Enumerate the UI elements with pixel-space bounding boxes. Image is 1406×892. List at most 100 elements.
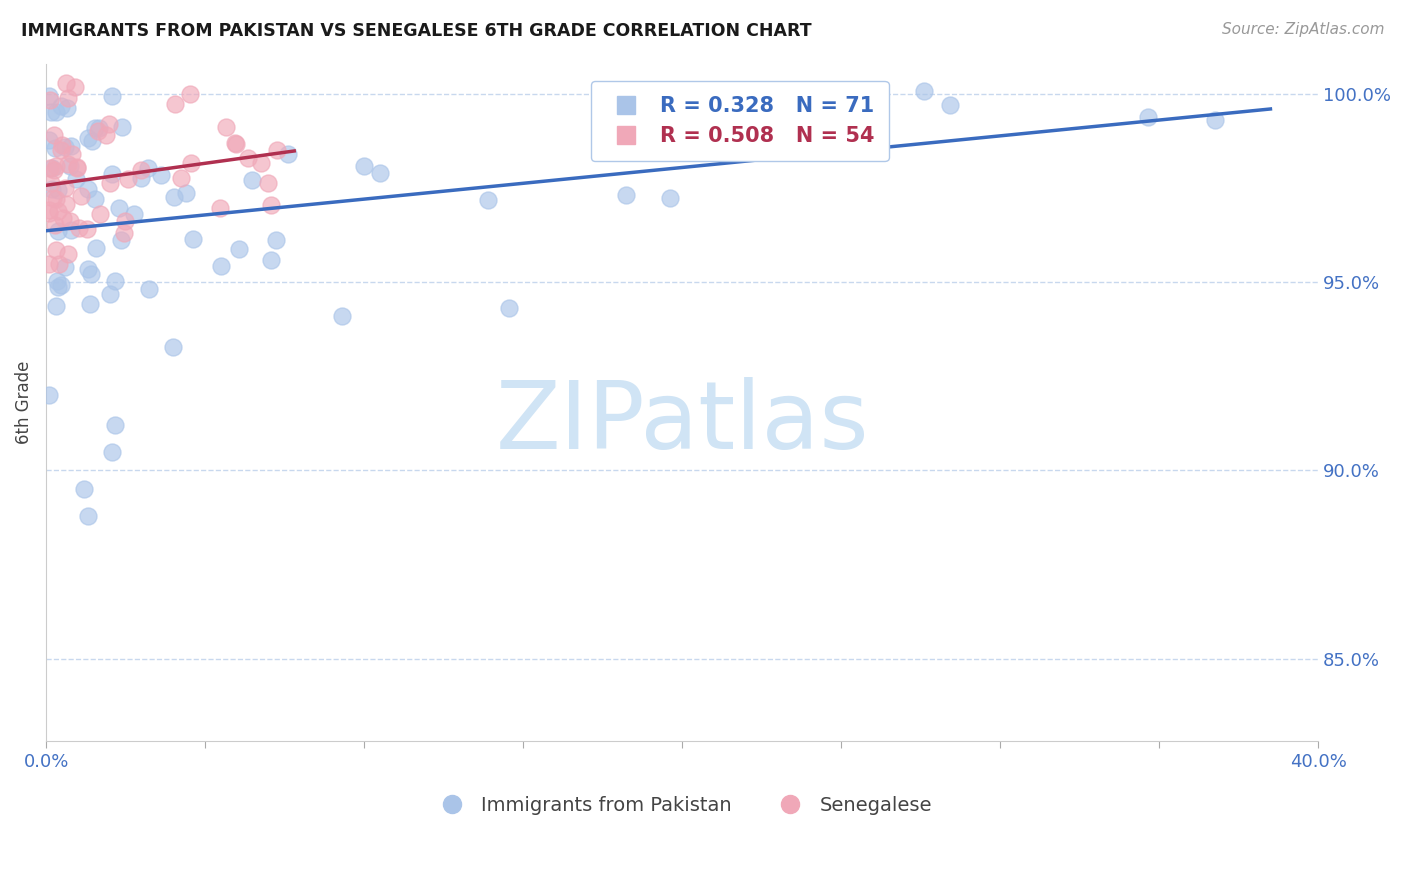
Point <box>114 214 136 228</box>
Point <box>44 128 66 142</box>
Point <box>249 156 271 170</box>
Point <box>180 155 202 169</box>
Point <box>215 120 238 135</box>
Point <box>104 274 127 288</box>
Point <box>66 161 89 175</box>
Point <box>39 177 62 191</box>
Point <box>60 222 83 236</box>
Point <box>104 418 127 433</box>
Point <box>97 117 120 131</box>
Point <box>170 171 193 186</box>
Point <box>39 105 62 120</box>
Point <box>110 233 132 247</box>
Point <box>163 190 186 204</box>
Point <box>129 171 152 186</box>
Point <box>53 260 76 275</box>
Point <box>84 241 107 255</box>
Point <box>94 128 117 142</box>
Point <box>53 140 76 154</box>
Point <box>77 262 100 277</box>
Point <box>45 243 67 257</box>
Point <box>41 181 63 195</box>
Point <box>79 297 101 311</box>
Point <box>84 192 107 206</box>
Point <box>76 131 98 145</box>
Point <box>83 120 105 135</box>
Point <box>260 198 283 212</box>
Point <box>658 191 681 205</box>
Point <box>266 143 288 157</box>
Point <box>58 156 80 170</box>
Point <box>277 146 299 161</box>
Point <box>330 309 353 323</box>
Point <box>209 259 232 273</box>
Point <box>101 88 124 103</box>
Point <box>44 218 66 232</box>
Point <box>59 213 82 227</box>
Point <box>131 162 153 177</box>
Point <box>77 181 100 195</box>
Point <box>108 202 131 216</box>
Point <box>111 120 134 135</box>
Point <box>664 90 686 104</box>
Point <box>224 136 246 150</box>
Point <box>56 101 79 115</box>
Point <box>477 193 499 207</box>
Point <box>38 256 60 270</box>
Point <box>45 192 67 206</box>
Point <box>45 300 67 314</box>
Point <box>124 207 146 221</box>
Point <box>63 80 86 95</box>
Point <box>112 226 135 240</box>
Point <box>44 141 66 155</box>
Point <box>56 246 79 260</box>
Point <box>38 203 60 218</box>
Point <box>70 189 93 203</box>
Point <box>1137 110 1160 124</box>
Point <box>46 183 69 197</box>
Point <box>41 161 63 176</box>
Point <box>82 134 104 148</box>
Point <box>353 160 375 174</box>
Point <box>101 167 124 181</box>
Point <box>51 278 73 293</box>
Point <box>98 176 121 190</box>
Point <box>912 84 935 98</box>
Point <box>52 211 75 226</box>
Point <box>77 508 100 523</box>
Point <box>46 204 69 219</box>
Point <box>46 280 69 294</box>
Point <box>98 287 121 301</box>
Legend: Immigrants from Pakistan, Senegalese: Immigrants from Pakistan, Senegalese <box>425 789 939 823</box>
Point <box>149 169 172 183</box>
Point <box>238 151 260 165</box>
Point <box>48 256 70 270</box>
Point <box>174 186 197 200</box>
Point <box>58 91 80 105</box>
Point <box>80 267 103 281</box>
Point <box>55 197 77 211</box>
Point <box>162 339 184 353</box>
Point <box>66 161 89 176</box>
Point <box>89 120 111 135</box>
Point <box>38 133 60 147</box>
Point <box>42 191 65 205</box>
Point <box>89 207 111 221</box>
Point <box>181 232 204 246</box>
Point <box>38 161 60 176</box>
Point <box>38 388 60 402</box>
Point <box>714 115 737 129</box>
Point <box>240 173 263 187</box>
Y-axis label: 6th Grade: 6th Grade <box>15 361 32 444</box>
Point <box>225 136 247 151</box>
Point <box>938 98 960 112</box>
Point <box>100 444 122 458</box>
Point <box>228 242 250 256</box>
Point <box>65 172 87 186</box>
Point <box>257 176 280 190</box>
Point <box>42 163 65 178</box>
Text: IMMIGRANTS FROM PAKISTAN VS SENEGALESE 6TH GRADE CORRELATION CHART: IMMIGRANTS FROM PAKISTAN VS SENEGALESE 6… <box>21 22 811 40</box>
Text: Source: ZipAtlas.com: Source: ZipAtlas.com <box>1222 22 1385 37</box>
Point <box>138 282 160 296</box>
Point <box>87 123 110 137</box>
